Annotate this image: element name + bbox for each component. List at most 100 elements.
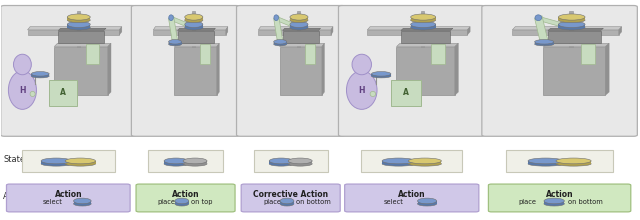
Ellipse shape	[168, 42, 182, 46]
Bar	[371, 74, 391, 76]
Text: select: select	[383, 199, 403, 205]
Bar	[269, 161, 293, 164]
Polygon shape	[534, 16, 548, 43]
Ellipse shape	[534, 42, 554, 46]
Bar	[28, 30, 119, 35]
Text: place: place	[519, 199, 537, 205]
Bar	[154, 30, 226, 35]
FancyBboxPatch shape	[339, 6, 485, 136]
Bar	[559, 17, 585, 20]
Ellipse shape	[411, 21, 436, 28]
Bar	[417, 201, 436, 204]
Bar	[67, 17, 90, 20]
Ellipse shape	[280, 198, 294, 204]
FancyBboxPatch shape	[241, 184, 340, 212]
Ellipse shape	[411, 18, 436, 23]
Text: A: A	[403, 88, 409, 97]
Bar	[556, 161, 591, 164]
Ellipse shape	[185, 25, 203, 30]
Bar	[31, 74, 49, 76]
Ellipse shape	[274, 42, 287, 46]
Polygon shape	[178, 28, 216, 31]
Ellipse shape	[290, 21, 308, 28]
Ellipse shape	[280, 202, 294, 206]
Text: place: place	[157, 199, 176, 205]
Bar	[290, 17, 308, 20]
Bar	[548, 31, 601, 43]
FancyBboxPatch shape	[22, 150, 115, 172]
Text: Action: Action	[398, 190, 426, 199]
Ellipse shape	[370, 91, 376, 97]
Ellipse shape	[290, 25, 308, 30]
Polygon shape	[512, 27, 621, 30]
Bar	[185, 24, 203, 28]
Bar	[67, 24, 90, 28]
Text: on top: on top	[191, 199, 212, 205]
Bar	[411, 17, 436, 20]
Bar	[65, 161, 95, 164]
Bar	[74, 201, 91, 204]
Ellipse shape	[41, 158, 72, 164]
Bar	[288, 161, 312, 164]
Polygon shape	[274, 17, 300, 29]
Text: Corrective Action: Corrective Action	[253, 190, 328, 199]
Ellipse shape	[371, 74, 391, 78]
Polygon shape	[226, 27, 228, 35]
Bar	[178, 31, 214, 43]
Polygon shape	[467, 27, 470, 35]
FancyBboxPatch shape	[1, 6, 136, 136]
FancyBboxPatch shape	[391, 80, 422, 106]
Text: Action: Action	[172, 190, 199, 199]
Ellipse shape	[411, 25, 436, 30]
Ellipse shape	[74, 202, 91, 206]
Ellipse shape	[417, 198, 436, 204]
Bar	[58, 31, 104, 43]
Polygon shape	[108, 43, 111, 95]
FancyBboxPatch shape	[431, 44, 445, 64]
Polygon shape	[283, 28, 321, 31]
Ellipse shape	[411, 14, 436, 20]
Bar	[274, 42, 287, 44]
FancyBboxPatch shape	[305, 44, 315, 64]
Ellipse shape	[559, 21, 585, 28]
Text: Action: Action	[546, 190, 573, 199]
FancyBboxPatch shape	[580, 44, 595, 64]
FancyBboxPatch shape	[361, 150, 462, 172]
Ellipse shape	[288, 158, 312, 164]
Bar	[512, 30, 619, 35]
Ellipse shape	[352, 54, 371, 75]
Bar	[411, 24, 436, 28]
Bar	[183, 161, 207, 164]
Polygon shape	[168, 16, 177, 43]
Polygon shape	[259, 27, 333, 30]
Bar	[570, 11, 573, 56]
Ellipse shape	[175, 198, 189, 204]
Polygon shape	[535, 17, 574, 29]
Ellipse shape	[544, 202, 564, 206]
FancyBboxPatch shape	[49, 80, 77, 106]
Polygon shape	[331, 27, 333, 35]
Text: H: H	[19, 86, 26, 95]
Ellipse shape	[65, 158, 95, 164]
Ellipse shape	[559, 14, 585, 20]
Bar	[280, 201, 294, 204]
Ellipse shape	[269, 158, 293, 164]
Text: Actions: Actions	[3, 192, 34, 201]
Ellipse shape	[168, 40, 182, 44]
FancyBboxPatch shape	[86, 44, 99, 64]
FancyBboxPatch shape	[131, 6, 240, 136]
Bar	[534, 42, 554, 44]
Ellipse shape	[175, 202, 189, 206]
Bar	[164, 161, 188, 164]
Text: A: A	[60, 88, 66, 97]
Polygon shape	[28, 27, 122, 30]
Ellipse shape	[8, 71, 36, 109]
Ellipse shape	[559, 25, 585, 30]
Ellipse shape	[408, 158, 442, 164]
FancyBboxPatch shape	[506, 150, 613, 172]
Ellipse shape	[382, 161, 415, 166]
Polygon shape	[274, 16, 283, 43]
FancyBboxPatch shape	[345, 184, 479, 212]
Ellipse shape	[185, 21, 203, 28]
Bar	[259, 30, 331, 35]
